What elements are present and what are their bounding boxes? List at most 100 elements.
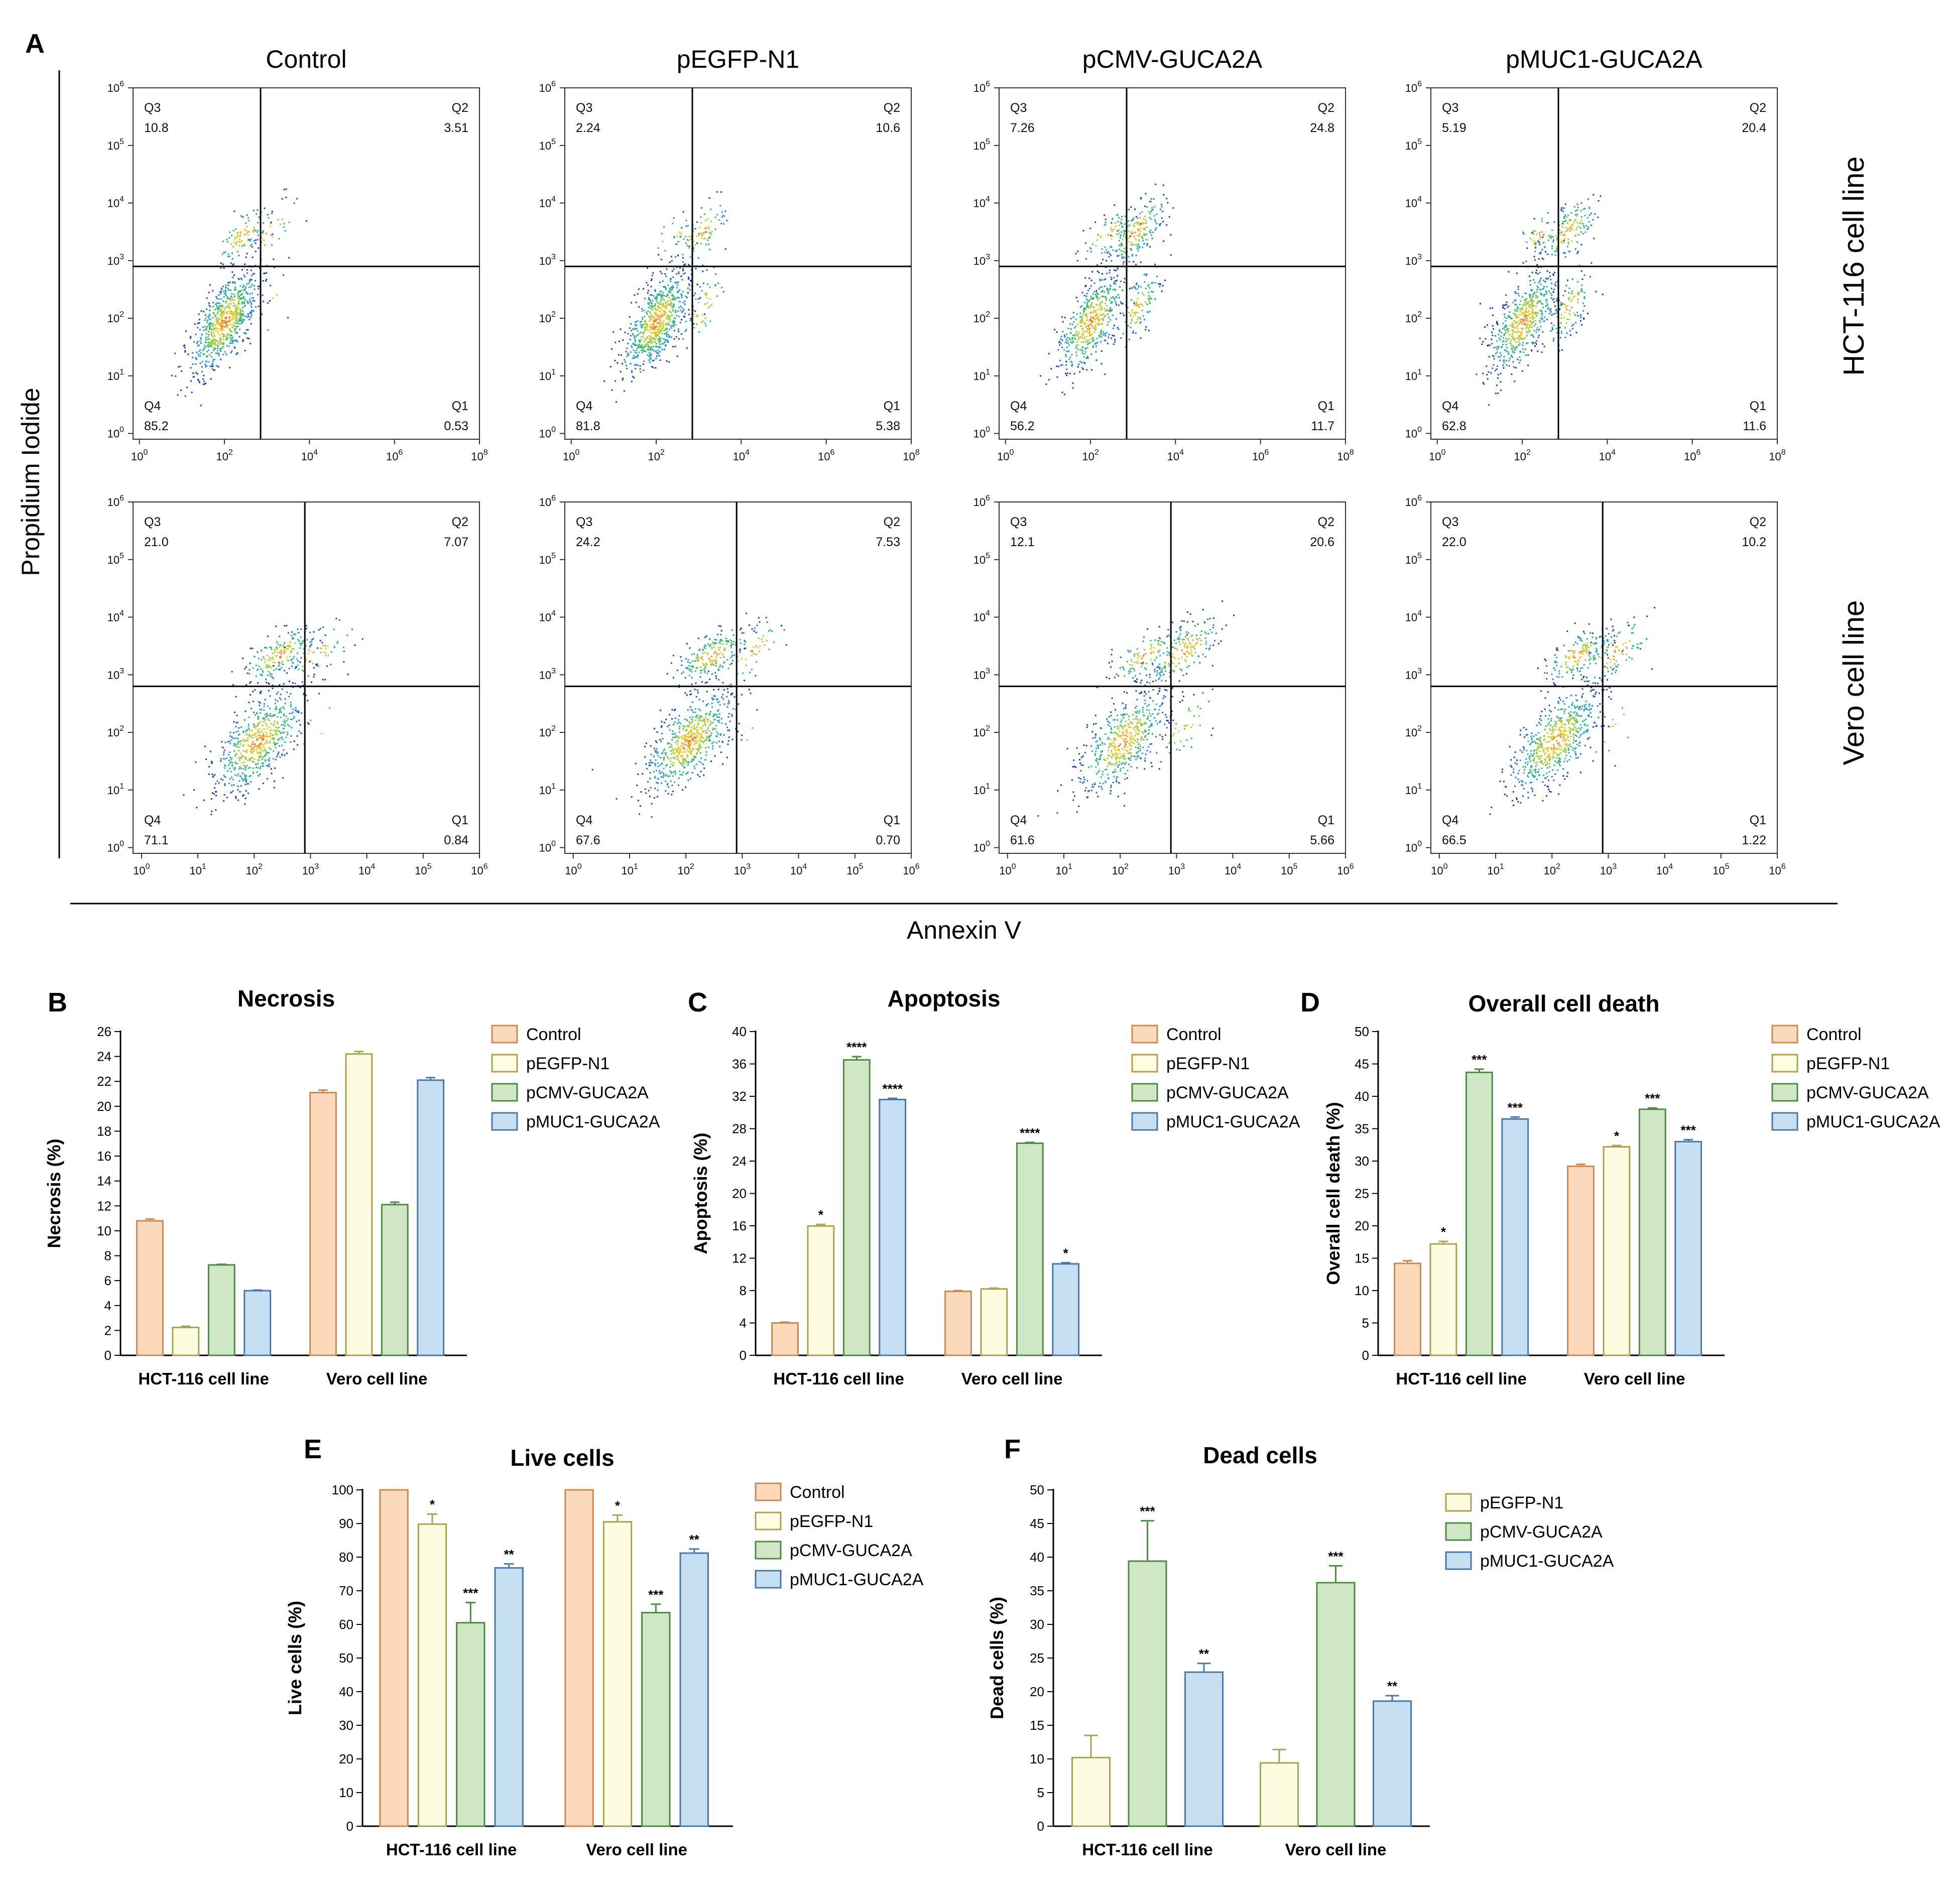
flow-event: [663, 757, 665, 759]
flow-event: [657, 306, 659, 308]
flow-event: [1546, 253, 1548, 256]
flow-event: [664, 339, 666, 341]
flow-event: [240, 768, 242, 770]
flow-event: [242, 318, 244, 320]
flow-event: [643, 347, 645, 349]
flow-event: [1582, 233, 1584, 234]
flow-event: [1548, 290, 1550, 292]
flow-event: [1553, 274, 1555, 276]
flow-event: [1115, 302, 1117, 304]
flow-event: [658, 355, 660, 357]
flow-event: [1075, 338, 1077, 340]
flow-event: [1511, 373, 1513, 375]
flow-event: [699, 739, 700, 741]
x-tick-label: 102: [1514, 448, 1530, 463]
y-tick-label: 100: [107, 426, 124, 440]
flow-event: [639, 368, 641, 370]
flow-event: [1138, 240, 1140, 242]
flow-event: [221, 342, 223, 344]
quadrant-name-q1: Q1: [452, 399, 468, 413]
flow-event: [1498, 347, 1499, 349]
flow-event: [226, 757, 228, 759]
flow-event: [1488, 356, 1490, 358]
flow-event: [703, 237, 705, 239]
flow-event: [1535, 295, 1537, 297]
flow-event: [1092, 298, 1094, 300]
flow-event: [752, 653, 754, 655]
flow-event: [1064, 394, 1066, 396]
flow-event: [269, 726, 271, 728]
flow-event: [223, 751, 225, 753]
flow-event: [249, 735, 251, 736]
flow-event: [1124, 278, 1126, 280]
flow-event: [1516, 273, 1518, 274]
flow-event: [1113, 283, 1115, 285]
flow-event: [1149, 287, 1151, 289]
flow-event: [1124, 215, 1126, 217]
flow-event: [714, 728, 716, 730]
flow-event: [650, 338, 652, 340]
flow-event: [284, 648, 286, 650]
flow-event: [661, 328, 663, 330]
flow-event: [231, 671, 233, 673]
flow-event: [283, 724, 285, 726]
flow-event: [212, 302, 214, 304]
flow-event: [706, 227, 707, 229]
flow-event: [241, 778, 242, 780]
flow-event: [694, 244, 696, 246]
flow-event: [649, 354, 651, 356]
y-tick-label: 106: [539, 80, 556, 94]
flow-event: [643, 316, 645, 318]
flow-event: [622, 377, 624, 379]
flow-event: [1136, 221, 1138, 223]
flow-event: [645, 792, 647, 794]
flow-event: [298, 712, 300, 713]
flow-event: [1160, 204, 1162, 205]
quadrant-value-q1: 0.84: [444, 833, 468, 847]
flow-event: [1521, 338, 1523, 339]
flow-event: [1530, 321, 1532, 323]
flow-event: [1513, 366, 1515, 368]
flow-event: [688, 247, 690, 249]
flow-event: [236, 320, 238, 322]
flow-event: [221, 289, 223, 291]
flow-event: [671, 718, 673, 720]
flow-event: [645, 742, 647, 744]
flow-event: [285, 736, 287, 738]
flow-event: [1515, 310, 1517, 312]
flow-event: [1568, 298, 1570, 300]
flow-event: [1136, 283, 1138, 284]
flow-event: [249, 758, 251, 759]
flow-event: [281, 653, 283, 655]
flow-event: [714, 719, 716, 721]
flow-event: [655, 367, 657, 369]
flow-event: [1090, 298, 1092, 300]
flow-event: [669, 288, 671, 290]
flow-event: [1158, 283, 1160, 285]
flow-event: [1102, 296, 1103, 298]
flow-event: [701, 314, 703, 316]
flow-event: [1091, 338, 1093, 340]
flow-event: [636, 344, 638, 346]
quadrant-value-q3: 2.24: [576, 121, 600, 135]
flow-event: [236, 763, 238, 765]
flow-event: [201, 370, 203, 372]
quadrant-name-q3: Q3: [144, 101, 161, 115]
flow-event: [1101, 306, 1103, 308]
flow-event: [1541, 312, 1543, 314]
flow-event: [1087, 331, 1089, 333]
flow-event: [1533, 256, 1535, 258]
flow-event: [1550, 235, 1552, 237]
flow-event: [1083, 331, 1085, 333]
flow-event: [238, 315, 240, 317]
flow-event: [1566, 279, 1568, 281]
flow-event: [1546, 222, 1548, 224]
flow-event: [214, 334, 215, 336]
flow-event: [670, 301, 672, 303]
flow-event: [1525, 315, 1527, 317]
flow-event: [232, 340, 234, 342]
flow-event: [680, 756, 682, 758]
flow-event: [1521, 296, 1523, 298]
flow-event: [694, 708, 696, 710]
flow-event: [1089, 318, 1091, 320]
